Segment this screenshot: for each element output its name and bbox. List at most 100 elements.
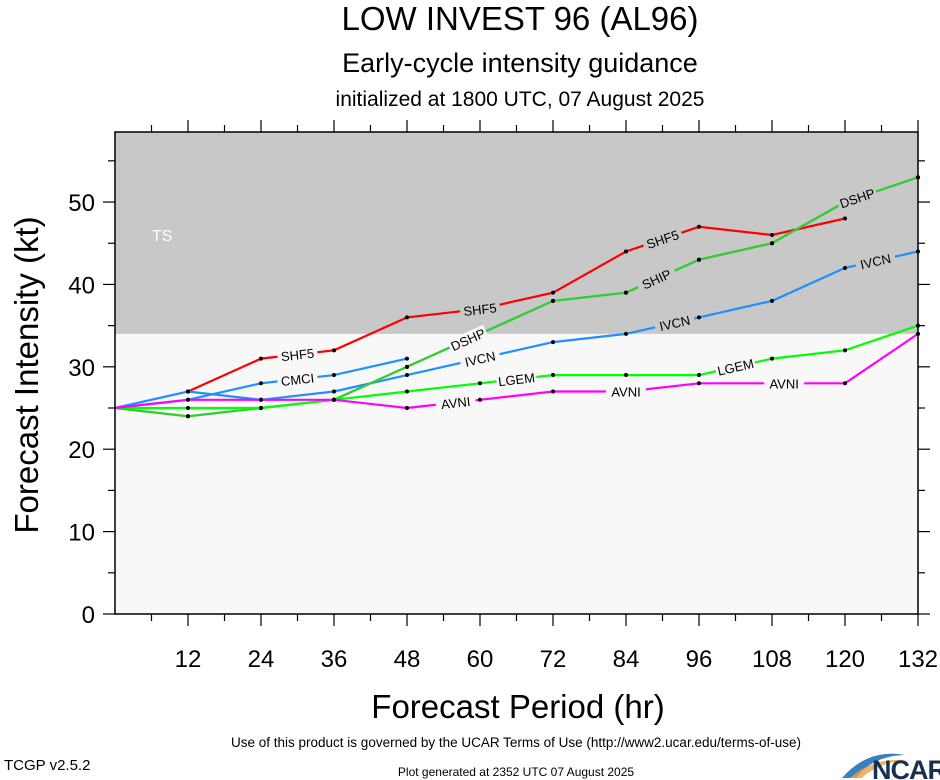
data-point-ship [186, 414, 190, 419]
x-tick-label: 132 [898, 646, 938, 673]
data-point-ivcn [770, 298, 774, 303]
label-mask [854, 249, 897, 273]
series-label-ivcn: IVCN [653, 311, 696, 335]
label-mask [635, 264, 678, 294]
x-tick-label: 84 [613, 646, 640, 673]
data-point-shf5 [697, 224, 701, 229]
series-label-avni: AVNI [764, 376, 805, 391]
x-tick-label: 120 [825, 646, 865, 673]
y-tick-label: 40 [68, 272, 95, 299]
series-label-text: IVCN [859, 251, 893, 272]
data-point-lgem [551, 373, 555, 378]
data-point-lgem [770, 356, 774, 361]
data-point-cmci [405, 356, 409, 361]
x-tick-label: 96 [686, 646, 713, 673]
data-point-lgem [186, 406, 190, 411]
data-point-lgem [697, 373, 701, 378]
data-point-ivcn [697, 315, 701, 320]
y-tick-label: 50 [68, 190, 95, 217]
data-point-shf5 [551, 290, 555, 295]
ncar-logo-text: NCAR [872, 755, 940, 780]
series-label-text: AVNI [611, 385, 640, 400]
label-mask [435, 393, 477, 412]
x-tick-label: 12 [175, 646, 202, 673]
data-point-avni [843, 381, 847, 386]
x-axis-label: Forecast Period (hr) [371, 688, 664, 725]
series-label-text: SHF5 [280, 346, 315, 365]
x-tick-label: 24 [248, 646, 275, 673]
terms-of-use: Use of this product is governed by the U… [231, 735, 801, 750]
label-mask [835, 184, 879, 211]
label-mask [459, 299, 501, 319]
label-mask [495, 369, 538, 389]
label-mask [276, 369, 319, 389]
data-point-ship [551, 298, 555, 303]
label-mask [606, 384, 646, 399]
series-line-ship [114, 176, 919, 418]
label-mask [714, 355, 757, 379]
plot-area: TSSHF5SHF5SHF5CMCIIVCNIVCNIVCNDSHPDSHPSH… [68, 120, 938, 673]
data-point-ship [624, 290, 628, 295]
label-mask [276, 345, 319, 364]
y-tick-label: 0 [82, 602, 95, 629]
data-point-shf5 [843, 216, 847, 221]
version-label: TCGP v2.5.2 [4, 757, 90, 774]
data-point-ivcn [405, 373, 409, 378]
series-label-cmci: CMCI [276, 369, 319, 389]
series-label-text: CMCI [280, 370, 315, 389]
ts-region [115, 132, 918, 334]
data-point-avni [551, 389, 555, 394]
data-point-shf5 [405, 315, 409, 320]
y-axis-label: Forecast Intensity (kt) [8, 216, 45, 533]
data-point-ivcn [551, 340, 555, 345]
data-point-shf5 [259, 356, 263, 361]
series-label-ivcn: IVCN [854, 249, 897, 273]
series-label-ivcn: IVCN [458, 347, 502, 370]
data-point-ivcn [332, 389, 336, 394]
series-label-text: AVNI [769, 376, 798, 391]
label-mask [641, 226, 684, 253]
series-label-text: SHF5 [463, 300, 498, 319]
data-point-avni [478, 397, 482, 402]
data-point-lgem [405, 389, 409, 394]
data-point-ivcn [843, 265, 847, 270]
ncar-logo: NCAR [842, 753, 940, 780]
y-tick-label: 20 [68, 437, 95, 464]
series-label-shf5: SHF5 [459, 299, 501, 319]
data-point-lgem [843, 348, 847, 353]
data-point-shf5 [332, 348, 336, 353]
data-point-ship [770, 241, 774, 246]
series-label-avni: AVNI [435, 393, 477, 412]
data-point-cmci [332, 373, 336, 378]
y-tick-label: 30 [68, 355, 95, 382]
series-line-ivcn [114, 250, 919, 410]
data-point-avni [405, 406, 409, 411]
data-point-avni [186, 397, 190, 402]
label-mask [446, 324, 489, 354]
data-point-avni [332, 397, 336, 402]
data-point-ship [405, 364, 409, 369]
y-tick-label: 10 [68, 520, 95, 547]
chart-init-time: initialized at 1800 UTC, 07 August 2025 [336, 88, 705, 111]
data-point-avni [697, 381, 701, 386]
data-point-cmci [259, 381, 263, 386]
generated-time: Plot generated at 2352 UTC 07 August 202… [398, 765, 634, 779]
data-point-ivcn [186, 389, 190, 394]
x-tick-label: 108 [752, 646, 792, 673]
x-tick-label: 48 [394, 646, 421, 673]
data-point-lgem [259, 406, 263, 411]
x-tick-label: 36 [321, 646, 348, 673]
series-label-text: AVNI [440, 394, 471, 412]
series-label-avni: AVNI [606, 384, 646, 400]
x-tick-label: 60 [467, 646, 494, 673]
chart-title: LOW INVEST 96 (AL96) [341, 0, 698, 37]
label-mask [653, 311, 696, 335]
series-label-text: IVCN [658, 313, 692, 334]
label-mask [764, 376, 805, 391]
label-mask [458, 347, 502, 370]
data-point-shf5 [770, 232, 774, 237]
ts-label: TS [152, 228, 172, 245]
series-label-lgem: LGEM [495, 369, 538, 389]
chart-subtitle: Early-cycle intensity guidance [342, 48, 698, 78]
